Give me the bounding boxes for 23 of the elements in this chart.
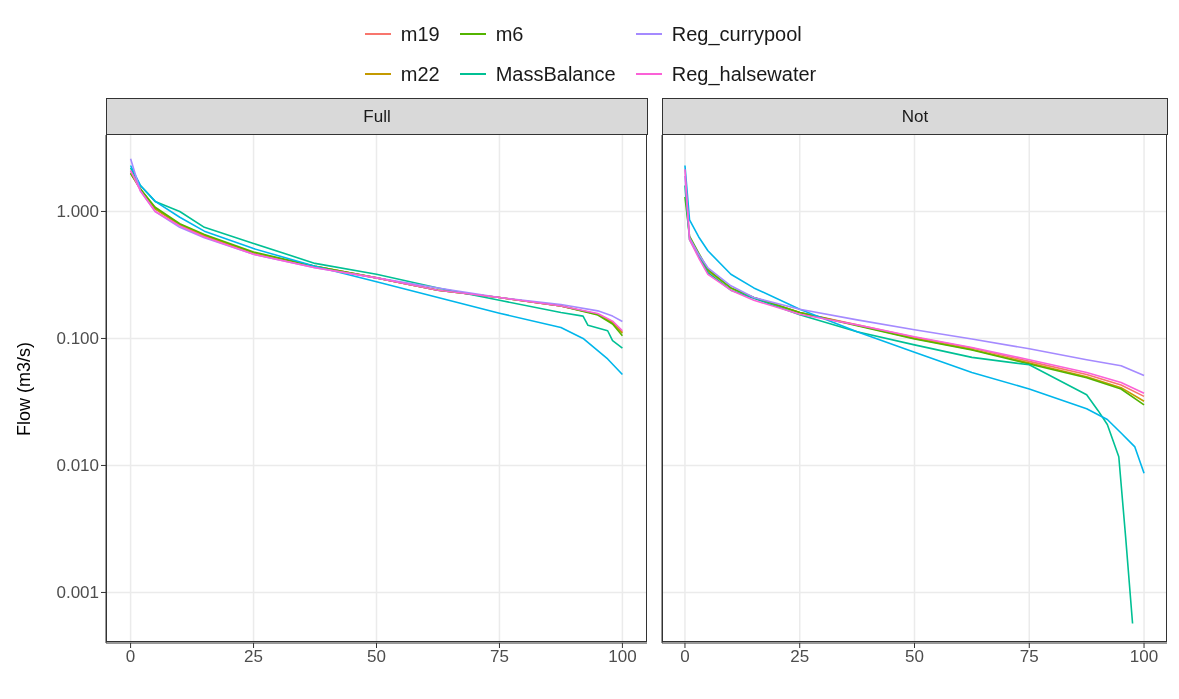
y-tick-label: 0.100 — [56, 329, 99, 349]
x-tick-label: 25 — [790, 647, 810, 667]
x-tick-label: 50 — [905, 647, 924, 667]
chart-title: Full — [106, 98, 648, 135]
legend-label: Reg_currypool — [671, 22, 802, 46]
y-tick-label: 0.001 — [56, 583, 99, 603]
x-tick-label: 50 — [367, 647, 386, 667]
x-tick-label: 25 — [244, 647, 264, 667]
y-axis-title: Flow (m3/s) — [14, 342, 35, 436]
chart-title: Not — [662, 98, 1168, 135]
x-tick-label: 75 — [1019, 647, 1039, 667]
legend-label: m6 — [495, 22, 524, 46]
x-tick-label: 100 — [608, 647, 637, 667]
x-tick-label: 100 — [1129, 647, 1159, 667]
x-tick-label: 0 — [680, 647, 690, 667]
legend-label: Reg_halsewater — [671, 62, 817, 86]
y-tick-label: 1.000 — [56, 202, 99, 222]
legend-label: MassBalance — [495, 62, 616, 86]
x-tick-label: 75 — [489, 647, 509, 667]
x-tick-label: 0 — [125, 647, 136, 667]
y-tick-label: 0.010 — [56, 456, 99, 476]
legend-label: m19 — [400, 22, 440, 46]
legend-label: m22 — [400, 62, 440, 86]
